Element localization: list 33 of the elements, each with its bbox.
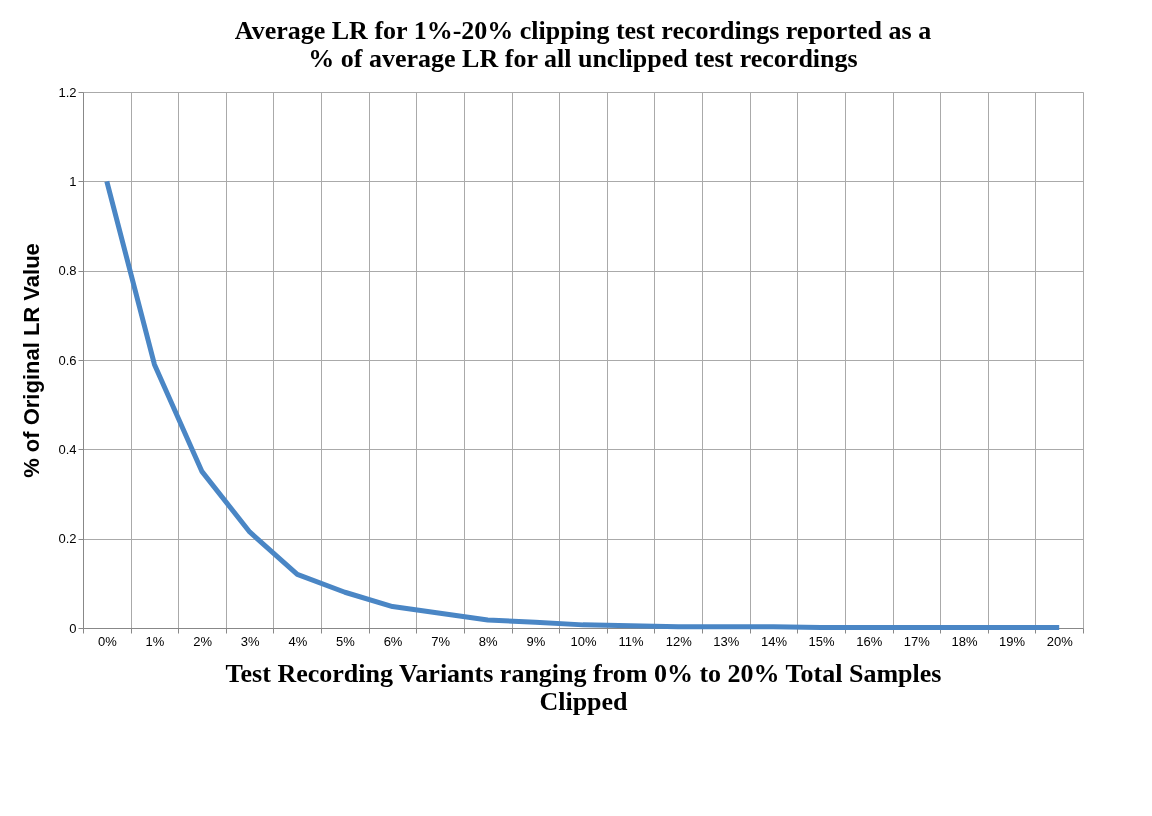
y-tick-label: 1 <box>69 173 77 189</box>
y-axis-title: % of Original LR Value <box>19 243 45 478</box>
y-tick-label: 0.6 <box>58 352 77 368</box>
x-tick-label: 10% <box>570 633 597 649</box>
text: % of average LR for all unclipped test recordings <box>308 44 858 73</box>
x-tick-label: 12% <box>665 633 693 649</box>
text: Clipped <box>539 686 628 716</box>
x-tick-label: 0% <box>97 633 118 649</box>
y-tick-label: 0.8 <box>58 263 77 279</box>
x-tick-label: 1% <box>145 633 165 649</box>
x-tick-label: 8% <box>478 633 499 649</box>
text: Average LR for 1%-20% clipping test recordings reported as a <box>234 16 932 45</box>
x-tick-label: 19% <box>999 633 1026 649</box>
x-tick-label: 14% <box>760 633 788 649</box>
x-tick-label: 11% <box>618 633 645 649</box>
x-tick-label: 6% <box>383 633 403 649</box>
x-tick-label: 13% <box>713 633 740 649</box>
x-tick-label: 17% <box>903 633 931 649</box>
x-tick-label: 15% <box>808 633 836 649</box>
x-tick-label: 16% <box>856 633 883 649</box>
x-tick-label: 3% <box>240 633 260 649</box>
x-tick-label: 18% <box>951 633 978 649</box>
x-tick-label: 7% <box>431 633 451 649</box>
x-tick-label: 4% <box>288 633 308 649</box>
x-tick-label: 20% <box>1046 633 1074 649</box>
x-tick-label: 9% <box>526 633 546 649</box>
y-tick-label: 1.2 <box>58 84 77 100</box>
text: Test Recording Variants ranging from 0% to 20% Total Samples <box>225 658 942 688</box>
x-tick-label: 5% <box>336 633 356 649</box>
y-tick-label: 0.2 <box>58 531 77 547</box>
y-tick-label: 0.4 <box>58 441 77 457</box>
y-tick-label: 0 <box>69 620 77 636</box>
x-tick-label: 2% <box>193 633 213 649</box>
